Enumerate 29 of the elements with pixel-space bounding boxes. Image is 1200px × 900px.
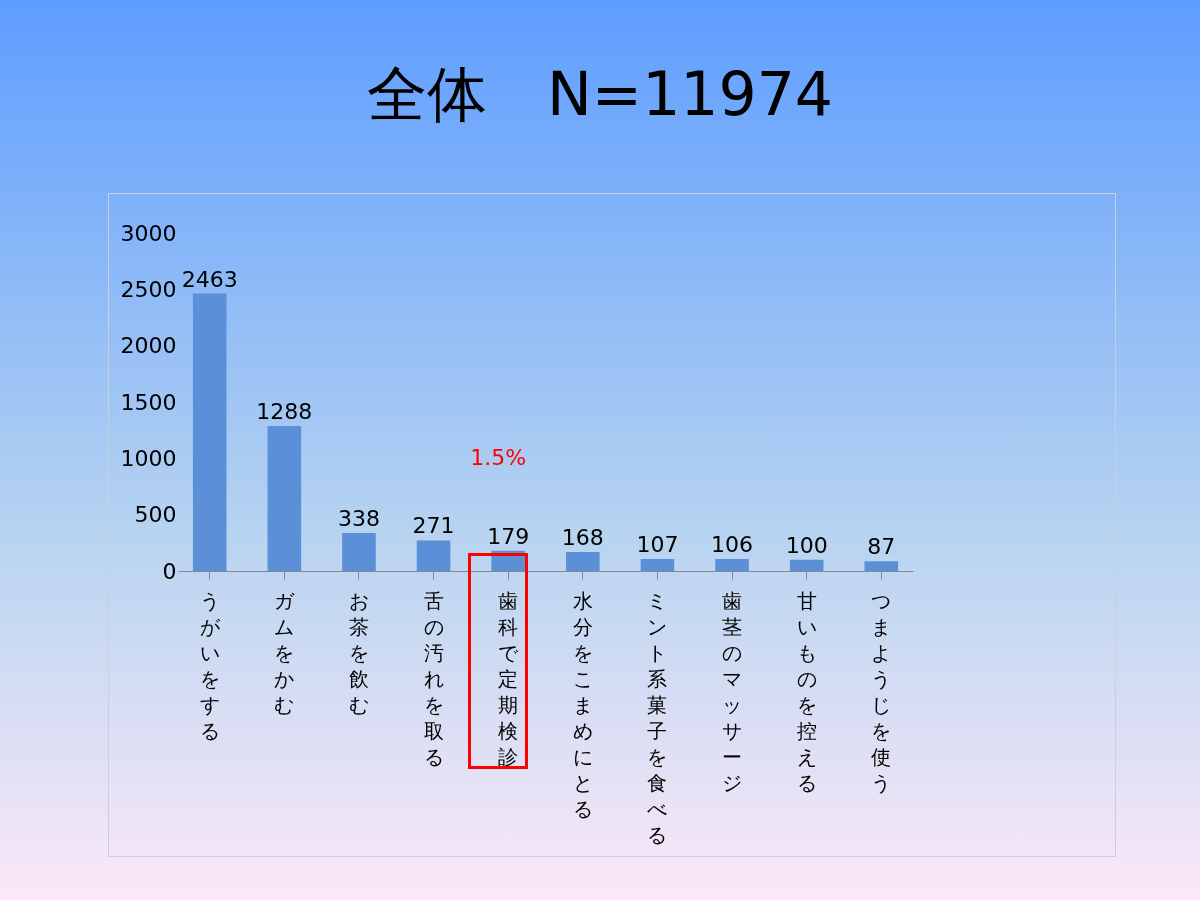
x-tick-label: お茶を飲む	[348, 588, 369, 717]
category-label: ミント系菓子を食べる	[647, 588, 668, 847]
data-label: 106	[711, 532, 754, 558]
x-tick-label: つまようじを使う	[871, 588, 892, 795]
category-label: 水分をこまめにとる	[572, 588, 593, 821]
data-label: 338	[337, 505, 380, 531]
chart-title: 全体 N=11974	[366, 58, 834, 131]
data-label: 107	[636, 531, 679, 557]
y-tick-label: 1000	[120, 445, 177, 471]
x-tick-label: うがいをする	[199, 588, 221, 743]
y-tick-label: 2500	[120, 276, 177, 302]
y-tick-label: 2000	[120, 333, 177, 359]
data-label: 271	[412, 513, 455, 539]
y-tick-label: 1500	[120, 389, 177, 415]
data-label: 100	[785, 532, 828, 558]
x-tick-label: ガムをかむ	[274, 588, 296, 717]
annotation: 1.5%	[469, 445, 528, 470]
data-label: 87	[867, 534, 896, 560]
x-tick-label: 歯茎のマッサージ	[722, 588, 743, 795]
data-label: 179	[487, 523, 530, 549]
x-tick-label: 甘いものを控える	[796, 588, 817, 795]
x-tick-label: 歯科で定期検診	[498, 588, 520, 769]
data-label: 2463	[181, 266, 238, 292]
x-tick-label: 舌の汚れを取る	[423, 588, 444, 769]
y-tick-label: 0	[162, 558, 177, 584]
y-tick-label: 500	[134, 502, 177, 528]
y-tick-label: 3000	[120, 220, 177, 246]
data-label: 168	[561, 525, 604, 551]
data-label: 1288	[256, 398, 313, 424]
